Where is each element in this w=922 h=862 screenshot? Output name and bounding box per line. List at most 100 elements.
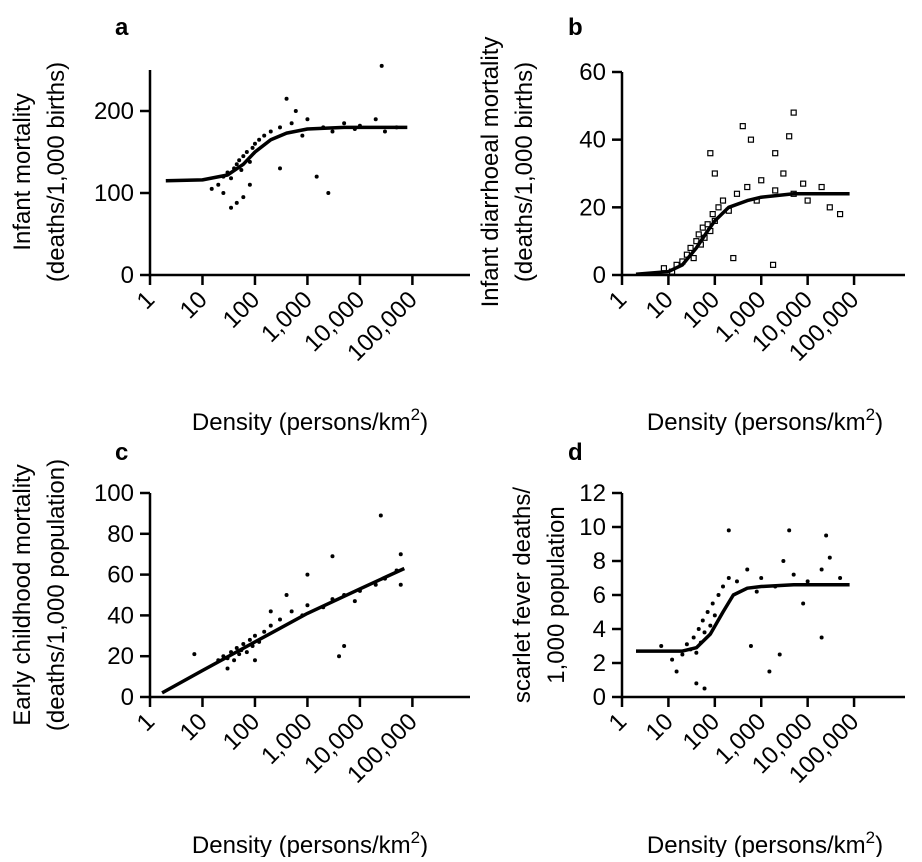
y-tick-label: 100 <box>94 180 134 207</box>
y-tick-label: 0 <box>121 684 134 711</box>
data-point <box>787 528 792 533</box>
data-point <box>241 195 246 200</box>
data-point <box>690 254 697 262</box>
data-point <box>824 533 829 538</box>
scatter-points <box>192 513 403 671</box>
fit-line <box>161 566 406 695</box>
fit-line <box>165 125 408 183</box>
data-point <box>699 224 706 231</box>
data-point <box>277 166 282 171</box>
data-point <box>305 603 310 608</box>
data-point <box>268 129 273 134</box>
data-point <box>268 623 273 628</box>
data-point <box>277 125 282 130</box>
data-point <box>687 244 694 252</box>
data-point <box>726 528 731 533</box>
data-point <box>670 657 675 662</box>
y-tick-label: 20 <box>107 643 134 670</box>
data-point <box>759 576 764 580</box>
data-point <box>704 221 711 228</box>
x-axis-label: Density (persons/km2) <box>647 405 883 436</box>
data-point <box>330 129 335 134</box>
data-point <box>284 96 289 101</box>
x-tick-label: 10 <box>641 286 679 324</box>
y-tick-label: 200 <box>94 98 134 125</box>
data-point <box>337 654 342 659</box>
y-axis-label-line: Infant diarrhoeal mortality <box>477 37 504 308</box>
data-point <box>268 609 273 614</box>
data-point <box>659 644 664 648</box>
y-axis-label-line: (deaths/1,000 population) <box>43 459 70 731</box>
data-point <box>777 652 782 657</box>
y-tick-label: 12 <box>579 480 606 507</box>
data-point <box>819 567 824 572</box>
y-tick-label: 100 <box>94 480 134 507</box>
data-point <box>786 133 793 140</box>
y-tick-label: 10 <box>579 514 606 541</box>
y-axis-label-line: scarlet fever deaths/ <box>509 487 536 703</box>
data-point <box>700 618 705 623</box>
data-point <box>378 513 383 518</box>
data-point <box>790 109 797 116</box>
data-point <box>739 123 746 130</box>
data-point <box>330 554 335 559</box>
data-point <box>305 572 310 577</box>
data-point <box>352 599 357 604</box>
data-point <box>691 635 696 640</box>
data-point <box>232 658 237 663</box>
y-tick-label: 80 <box>107 521 134 548</box>
data-point <box>781 559 786 563</box>
y-tick-label: 40 <box>579 127 606 154</box>
data-point <box>326 191 331 195</box>
data-point <box>342 121 347 126</box>
data-point <box>715 204 722 211</box>
data-point <box>252 633 257 638</box>
data-point <box>804 197 811 204</box>
y-tick-label: 60 <box>579 59 606 86</box>
y-axis-label-line: 1,000 population <box>543 506 570 684</box>
data-point <box>262 133 267 138</box>
x-tick-label: 10 <box>641 708 679 746</box>
data-point <box>379 63 384 68</box>
data-point <box>826 204 833 211</box>
data-point <box>289 121 294 126</box>
data-point <box>252 141 257 146</box>
panel-letter: b <box>568 14 583 41</box>
data-point <box>708 623 713 628</box>
data-point <box>696 627 701 631</box>
x-axis-label: Density (persons/km2) <box>192 828 428 857</box>
data-point <box>192 652 197 657</box>
axes <box>140 70 470 285</box>
y-axis-label-line: (deaths/1,000 births) <box>43 62 70 282</box>
data-point <box>694 681 699 686</box>
data-point <box>711 170 718 177</box>
data-point <box>733 190 741 197</box>
data-point <box>382 129 387 134</box>
data-point <box>342 644 347 648</box>
data-point <box>293 109 298 113</box>
y-tick-label: 60 <box>107 562 134 589</box>
data-point <box>250 145 255 150</box>
data-point <box>244 150 249 154</box>
data-point <box>234 200 239 205</box>
data-point <box>257 137 262 142</box>
data-point <box>805 579 810 584</box>
y-tick-label: 8 <box>593 548 606 575</box>
y-tick-label: 0 <box>593 262 606 289</box>
data-point <box>818 183 825 191</box>
y-tick-label: 0 <box>593 684 606 711</box>
y-tick-label: 4 <box>593 616 606 643</box>
data-point <box>730 254 737 262</box>
data-point <box>819 635 824 640</box>
data-point <box>229 205 234 210</box>
data-point <box>744 183 751 191</box>
data-point <box>684 642 689 647</box>
data-point <box>758 177 765 184</box>
data-point <box>241 641 246 646</box>
data-point <box>398 582 403 587</box>
data-point <box>373 117 378 122</box>
data-point <box>314 174 319 179</box>
